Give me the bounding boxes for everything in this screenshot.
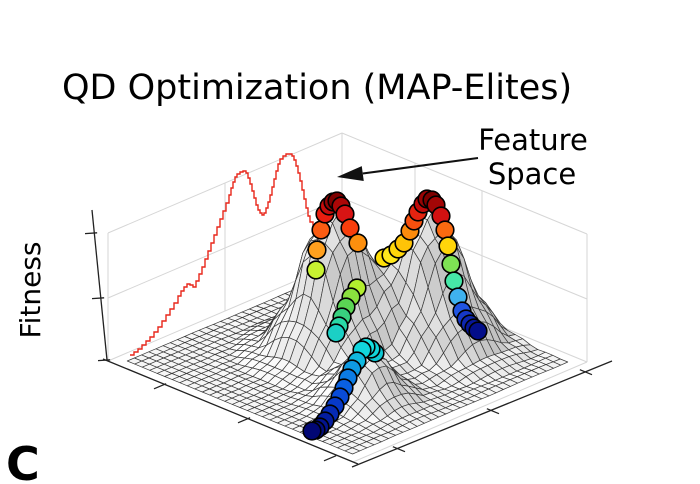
y_axis-tick (486, 408, 500, 415)
pane-grid-line (341, 197, 588, 300)
surface-quad (344, 447, 361, 455)
arrow-head (337, 166, 364, 181)
annotation-arrow (337, 157, 479, 181)
figure-title: QD Optimization (MAP-Elites) (62, 68, 572, 108)
elite-dot (444, 271, 464, 291)
elite-solution-dots (302, 189, 488, 441)
z_axis-tick (84, 232, 98, 235)
axes (84, 209, 613, 468)
elite-dot (468, 321, 488, 341)
fitness-projection-curve (130, 153, 317, 356)
x_axis-line (102, 358, 359, 465)
y_axis-line (351, 360, 613, 468)
fitness-step-curve (130, 153, 317, 356)
z_axis-line (91, 209, 108, 361)
elite-dot (348, 233, 368, 253)
elite-dot (435, 220, 455, 240)
elite-dot (340, 218, 360, 238)
elite-dot (307, 240, 327, 260)
pane-grid-line (341, 132, 588, 235)
y_axis-tick (579, 369, 593, 376)
x_axis-tick (153, 383, 167, 390)
x_axis-tick (237, 417, 251, 424)
elite-dot (326, 323, 346, 343)
elite-dot (441, 254, 461, 274)
y_axis-tick (392, 446, 406, 453)
panel-label: C (6, 437, 40, 484)
feature-space-label-line1: Feature (478, 123, 588, 157)
fitness-axis-label: Fitness (14, 242, 47, 339)
z_axis-tick (91, 297, 105, 300)
elite-dot (438, 236, 458, 256)
feature-space-label-line2: Space (488, 157, 576, 191)
pane-grid-line (352, 361, 588, 463)
z_axis-tick (97, 359, 111, 362)
arrow-shaft (362, 157, 479, 175)
elite-dot (306, 260, 326, 280)
elite-dot (302, 421, 322, 441)
elite-dot (311, 220, 331, 240)
x_axis-tick (323, 455, 337, 462)
